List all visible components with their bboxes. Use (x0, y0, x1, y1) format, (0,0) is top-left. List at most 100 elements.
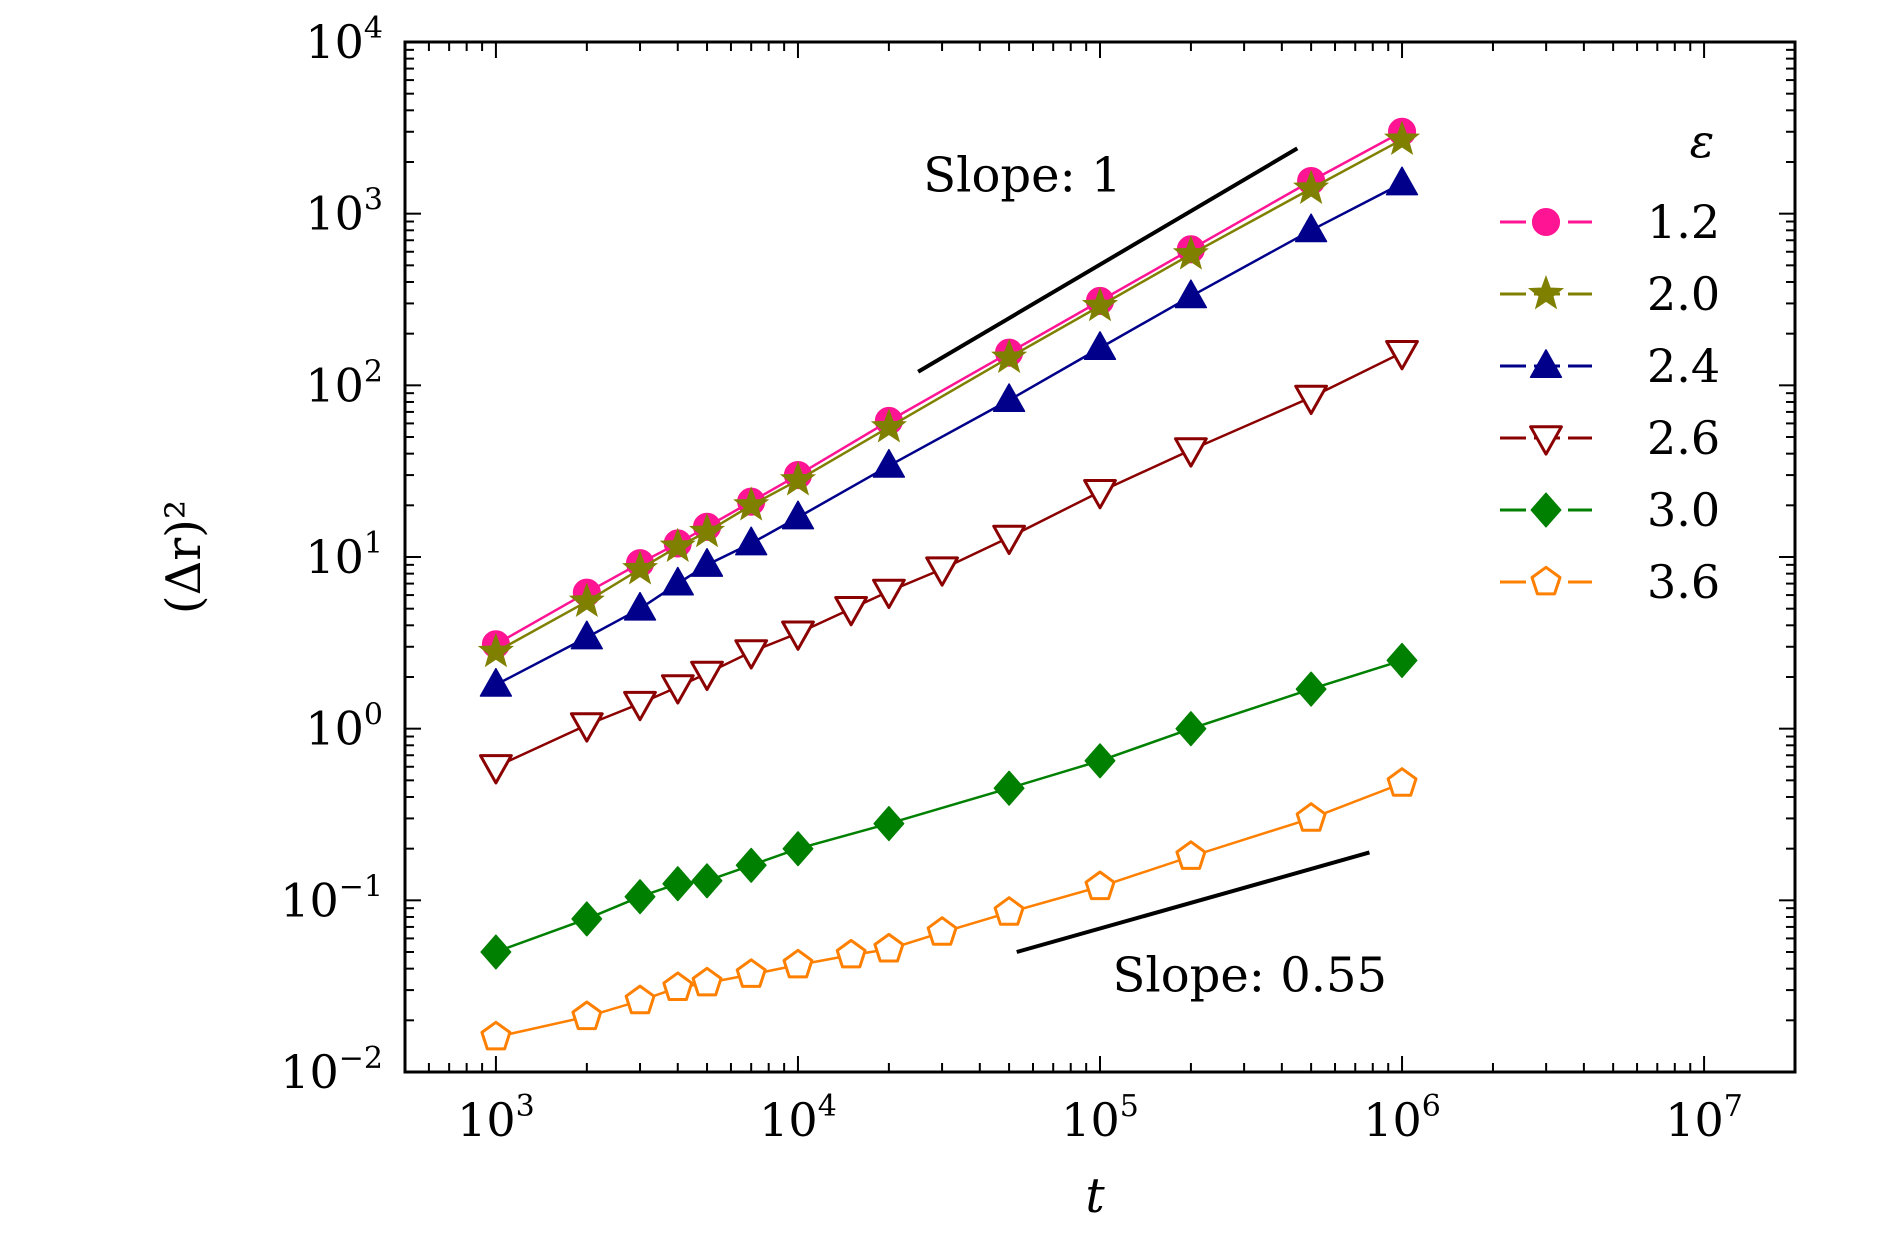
y-tick-label: 102 (305, 354, 383, 412)
data-point (571, 901, 603, 937)
legend-label: 2.4 (1647, 339, 1720, 393)
data-point (1293, 169, 1330, 204)
data-point (662, 866, 694, 902)
data-point (570, 620, 603, 650)
y-tick-label: 103 (305, 183, 383, 241)
series-3-0 (480, 642, 1418, 970)
data-point (735, 526, 768, 556)
data-point (993, 896, 1025, 926)
legend-title: ε (1690, 114, 1715, 168)
legend-entry: 2.4 (1500, 339, 1720, 393)
y-tick-label: 101 (305, 526, 383, 584)
y-tick-label: 10−1 (280, 869, 383, 927)
slope-guide-lines (917, 146, 1370, 954)
data-point (781, 500, 815, 530)
x-tick-label: 103 (457, 1089, 535, 1147)
data-point (1174, 437, 1208, 468)
x-tick-label: 104 (759, 1089, 837, 1147)
data-point (691, 863, 723, 899)
data-point (1081, 287, 1119, 322)
x-axis-label: t (1085, 1168, 1105, 1224)
data-point (870, 408, 907, 443)
data-point (782, 831, 814, 867)
data-point (1384, 120, 1421, 155)
data-point (781, 620, 815, 651)
legend-marker (1530, 492, 1562, 528)
data-point (690, 548, 724, 577)
legend-label: 1.2 (1647, 195, 1720, 249)
legend-label: 3.6 (1647, 555, 1720, 609)
data-point (690, 660, 724, 691)
legend-entry: 3.0 (1500, 483, 1720, 537)
data-point (925, 556, 959, 587)
data-point (733, 486, 770, 521)
data-point (689, 512, 726, 548)
data-point (992, 383, 1026, 413)
axis-text-group: 103 104 105 106 107 10−2 10−1 100 101 102 103 104 t (… (156, 11, 1743, 1224)
data-point (872, 578, 906, 609)
legend-marker (1527, 275, 1565, 310)
data-point (623, 690, 657, 722)
data-point (661, 566, 694, 596)
data-point (1175, 840, 1207, 870)
data-point (569, 712, 604, 743)
legend-entry: 2.0 (1500, 267, 1720, 321)
data-point (1386, 642, 1418, 678)
data-point (1386, 767, 1418, 797)
data-point (624, 984, 656, 1015)
data-point (1294, 213, 1328, 243)
data-point (926, 916, 958, 946)
plot-frame-and-ticks (403, 40, 1797, 1074)
data-point (622, 550, 659, 585)
data-point (782, 948, 814, 979)
y-tick-label: 100 (305, 698, 383, 756)
data-point (477, 632, 514, 668)
legend: ε 1.2 2.0 2.4 2.6 3.0 3.6 (1500, 114, 1720, 609)
data-point (691, 966, 723, 997)
data-point (623, 591, 657, 621)
y-tick-label: 104 (305, 11, 383, 69)
legend-entry: 1.2 (1500, 195, 1720, 249)
data-series-group (477, 117, 1421, 1051)
data-point (735, 847, 767, 883)
data-point (624, 879, 656, 915)
x-tick-label: 106 (1363, 1089, 1441, 1147)
data-point (571, 1000, 603, 1031)
data-point (1295, 671, 1327, 707)
data-point (479, 754, 513, 785)
y-tick-label: 10−2 (280, 1041, 383, 1099)
data-point (568, 582, 605, 617)
series-2-4 (479, 166, 1419, 697)
data-point (479, 667, 513, 697)
slope-guide-line (917, 146, 1299, 374)
legend-marker (1529, 425, 1563, 456)
data-point (1294, 384, 1328, 415)
data-point (480, 934, 512, 970)
data-point (1385, 166, 1419, 196)
series-3-6 (480, 767, 1418, 1051)
data-point (734, 639, 769, 670)
slope-annotation-label: Slope: 0.55 (1113, 947, 1388, 1003)
data-point (993, 770, 1025, 806)
data-point (1385, 340, 1419, 371)
data-point (1084, 870, 1116, 901)
slope-guide-line (1016, 850, 1370, 954)
data-point (1174, 279, 1208, 309)
data-point (872, 448, 906, 478)
data-point (659, 527, 696, 562)
data-point (1083, 331, 1117, 360)
data-point (834, 596, 868, 627)
y-axis-label: (Δr)² (156, 500, 212, 614)
data-point (1084, 743, 1116, 779)
data-point (873, 806, 905, 842)
data-point (1083, 479, 1117, 510)
slope-annotation-label: Slope: 1 (923, 147, 1121, 203)
data-point (873, 932, 905, 963)
data-point (992, 524, 1026, 555)
x-tick-label: 105 (1061, 1089, 1139, 1147)
series-2-0 (477, 120, 1421, 668)
legend-label: 2.0 (1647, 267, 1720, 321)
data-point (835, 938, 867, 969)
legend-marker (1531, 207, 1561, 237)
